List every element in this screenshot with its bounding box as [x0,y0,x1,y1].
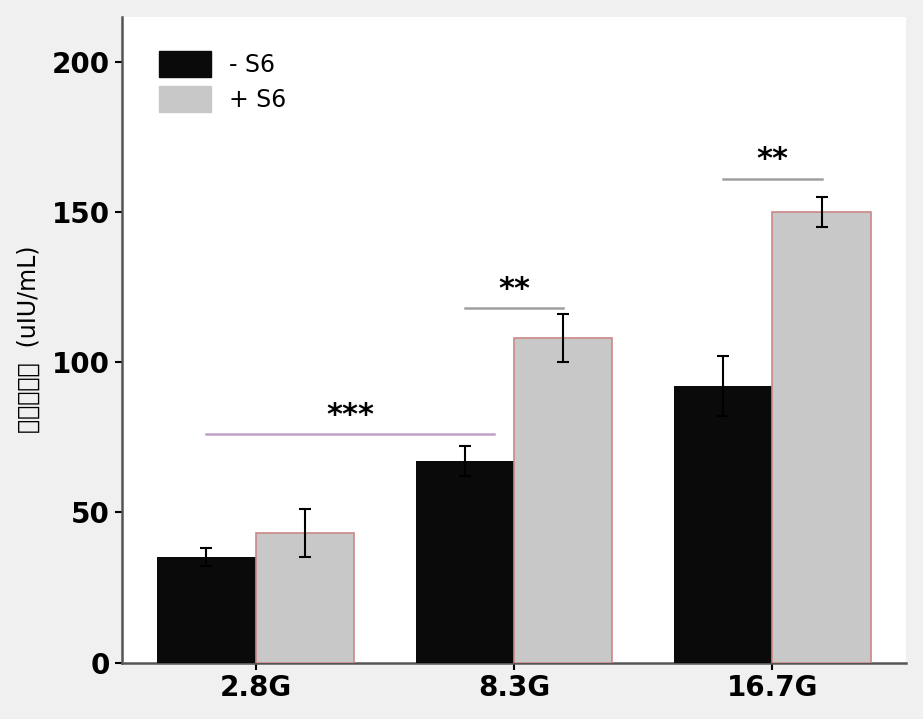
Bar [416,462,514,662]
Y-axis label: 胰岛素分泌  (uIU/mL): 胰岛素分泌 (uIU/mL) [17,246,41,434]
Text: **: ** [498,275,530,303]
Bar [675,386,773,662]
Bar [514,338,612,662]
Text: ***: *** [327,400,375,430]
Bar [158,557,256,662]
Text: **: ** [757,145,788,175]
Bar [256,533,354,662]
Bar [773,212,870,662]
Legend: - S6, + S6: - S6, + S6 [150,42,296,122]
